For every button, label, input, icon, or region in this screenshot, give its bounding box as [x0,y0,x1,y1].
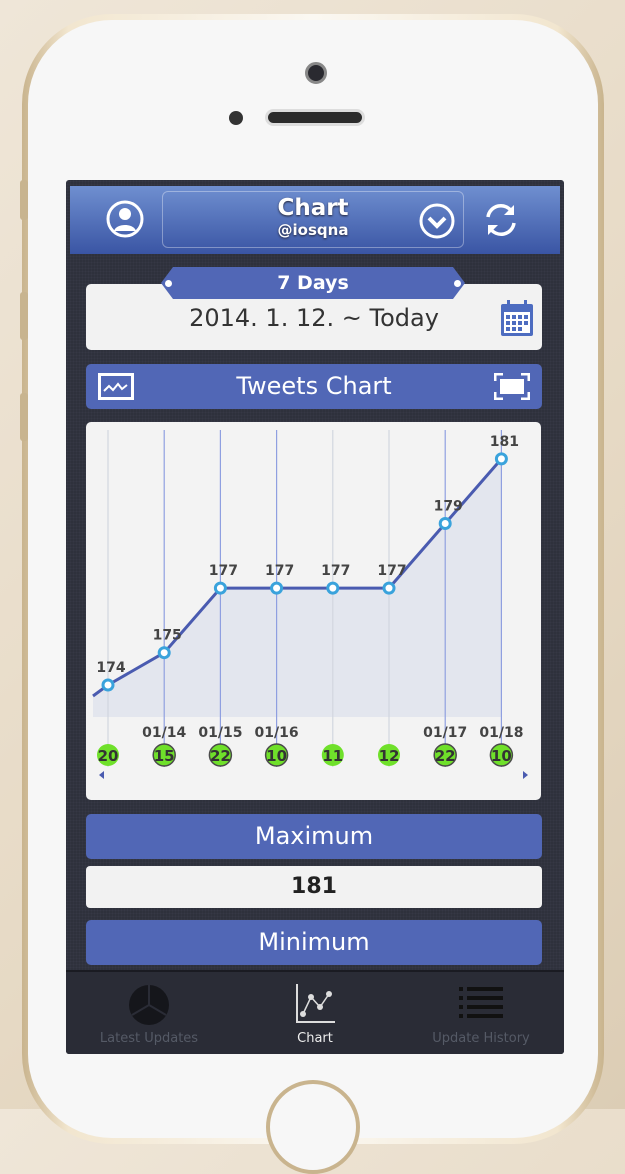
list-icon [459,987,503,1018]
tab-update-history[interactable]: Update History [398,972,564,1054]
account-handle: @iosqna [277,221,349,239]
dot-icon [165,280,172,287]
data-label: 175 [153,628,182,644]
refresh-icon[interactable] [480,199,522,245]
date-label: 01/16 [255,725,299,741]
chart-header: Tweets Chart [86,364,542,409]
data-label: 181 [490,434,519,450]
volume-up-button [20,292,28,340]
count-badge [264,743,289,767]
tab-label: Chart [297,1031,333,1046]
count-badge [152,743,176,767]
chart-window-icon[interactable] [98,373,134,400]
date-label: 01/17 [423,725,467,741]
chevron-down-circle-icon[interactable] [419,203,455,243]
calendar-icon[interactable] [500,299,534,341]
count-label: 22 [210,747,231,765]
data-point [438,517,452,530]
data-point [326,581,340,595]
date-label: 01/14 [142,725,186,741]
sensor [229,111,243,125]
count-badge [378,744,400,766]
tab-latest-updates[interactable]: Latest Updates [66,972,232,1054]
date-label: 01/18 [479,725,523,741]
data-point [101,678,115,692]
count-badge [433,743,457,767]
date-range-text: 2014. 1. 12. ~ Today [189,304,439,332]
count-badge [321,744,344,766]
nav-bar: Chart @iosqna [70,186,560,254]
pie-chart-icon [129,985,169,1025]
tweets-chart: 174 20 175 01/14 15 177 01/15 22 177 01/16 10 177 11… [86,422,541,800]
dot-icon [454,280,461,287]
data-label: 177 [321,563,350,579]
data-point [494,452,508,466]
count-label: 20 [98,747,119,765]
page-title: Chart [277,195,349,221]
tab-label: Update History [432,1031,530,1046]
home-button[interactable] [266,1080,360,1174]
count-badge [97,744,119,766]
line-chart-icon [296,984,335,1023]
chart-svg: 174 20 175 01/14 15 177 01/15 22 177 01/16 10 177 11… [92,430,528,779]
date-label: 01/15 [198,725,242,741]
speaker [265,109,365,126]
scroll-left-icon[interactable] [99,771,104,779]
mute-switch [20,180,28,220]
app-screen: Chart @iosqna 2014. 1. 12. ~ Today 7 Day… [66,180,564,1054]
count-label: 22 [435,747,456,765]
data-label: 177 [209,563,238,579]
volume-down-button [20,393,28,441]
data-label: 177 [377,563,406,579]
count-badge [208,743,233,767]
data-point [213,581,227,595]
chart-header-label: Tweets Chart [236,372,392,400]
minimum-header: Minimum [86,920,542,965]
count-label: 15 [154,747,175,765]
minimum-label: Minimum [258,928,370,956]
fullscreen-icon[interactable] [493,372,531,401]
data-point [157,646,171,660]
tab-chart[interactable]: Chart [232,972,398,1054]
tab-bar: Latest Updates Chart Update History [66,970,564,1054]
maximum-header: Maximum [86,814,542,859]
count-label: 12 [379,747,400,765]
data-label: 177 [265,563,294,579]
count-label: 11 [322,747,343,765]
maximum-value: 181 [86,866,542,908]
data-point [382,581,396,595]
data-label: 179 [434,499,463,515]
data-label: 174 [96,660,125,676]
count-label: 10 [491,747,512,765]
count-badge [489,743,514,767]
area-fill [93,458,502,717]
account-selector[interactable]: Chart @iosqna [162,191,464,248]
data-point [270,581,284,595]
maximum-label: Maximum [254,822,374,850]
period-label: 7 Days [277,272,349,294]
user-icon[interactable] [106,200,144,242]
count-label: 10 [266,747,287,765]
front-camera [305,62,327,84]
scroll-right-icon[interactable] [523,771,528,779]
period-tab[interactable]: 7 Days [161,267,465,299]
tab-label: Latest Updates [99,1031,199,1046]
